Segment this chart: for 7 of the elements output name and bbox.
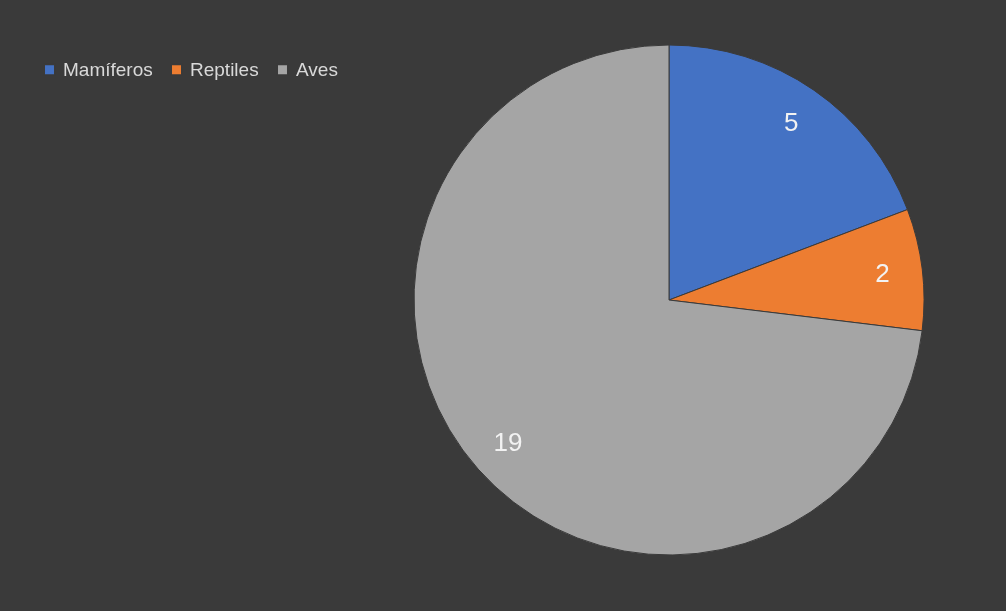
- legend-label: Reptiles: [190, 58, 259, 80]
- pie-slice: [413, 44, 923, 556]
- legend-label: Aves: [296, 58, 338, 80]
- legend-label: Mamíferos: [63, 58, 153, 80]
- data-label: 2: [875, 258, 890, 289]
- data-label: 19: [493, 426, 523, 457]
- data-label: 5: [783, 107, 799, 138]
